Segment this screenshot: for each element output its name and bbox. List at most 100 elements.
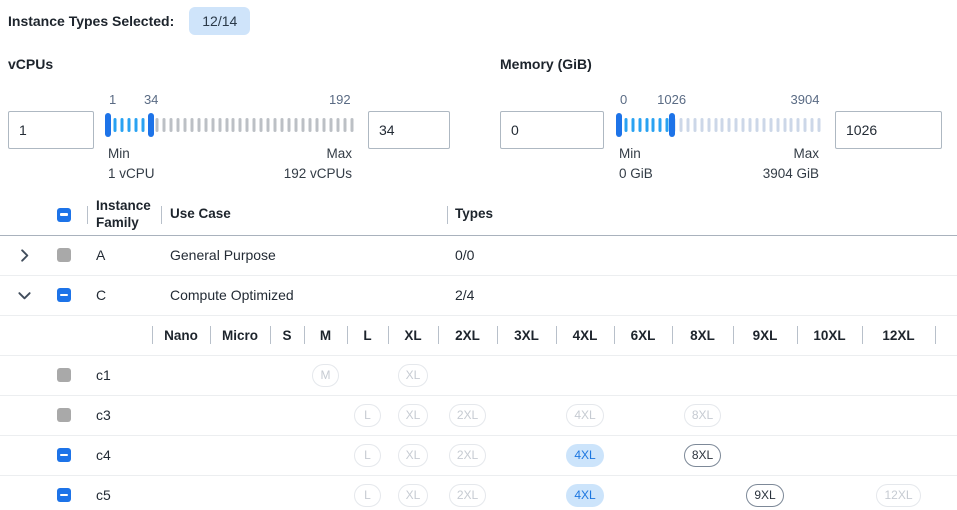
vcpus-filter: vCPUs 1 34 192 Min 1 vCPU [8,56,450,185]
row-checkbox-disabled [57,368,71,382]
slider-handle-high[interactable] [668,113,675,137]
types-header: Types [447,195,957,235]
types-count: 0/0 [455,247,475,263]
column-divider [438,326,439,344]
row-checkbox-indeterminate[interactable] [57,448,71,462]
min-detail: 1 vCPU [108,166,155,182]
slider-handle-high[interactable] [148,113,155,137]
vcpus-max-input[interactable] [368,111,450,149]
size-pill-4xl[interactable]: 4XL [566,443,604,467]
size-pill-9xl[interactable]: 9XL [746,483,784,507]
selection-summary: Instance Types Selected: 12/14 [8,4,949,38]
size-cell-2xl: 2XL [438,476,497,510]
size-cell-micro [210,396,270,435]
chevron-right-icon[interactable] [17,248,32,263]
slider-handle-low[interactable] [616,113,622,137]
row-checkbox-disabled [57,408,71,422]
memory-slider-track[interactable] [616,111,821,139]
vcpus-slider[interactable]: 1 34 192 Min 1 vCPU Max 192 vCPUs [105,92,354,185]
instance-family-name: c4 [96,447,111,463]
size-pill-xl: XL [397,443,429,467]
max-detail: 192 vCPUs [283,166,352,182]
size-column-label: 12XL [882,327,915,343]
filters-row: vCPUs 1 34 192 Min 1 vCPU [8,56,949,185]
select-all-checkbox[interactable] [57,207,71,222]
column-divider [935,326,936,344]
column-divider [87,205,88,224]
size-column-label: S [282,327,292,343]
size-cell-6xl [614,396,672,435]
chevron-down-icon[interactable] [17,288,32,303]
slider-tick [294,118,298,132]
size-column-micro: Micro [210,316,270,355]
vcpus-slider-track[interactable] [105,111,354,139]
memory-max-input[interactable] [835,111,942,149]
slider-tick [252,118,256,132]
scale-max-label: 192 [328,92,351,107]
slider-tick [645,118,649,132]
slider-tick [734,118,738,132]
column-divider [388,326,389,344]
size-pill-4xl[interactable]: 4XL [566,483,604,507]
size-cell-s [270,356,304,395]
slider-tick [686,118,690,132]
size-column-label: L [363,327,372,343]
size-cell-12xl [862,356,935,395]
slider-tick [817,118,821,132]
vcpus-min-input[interactable] [8,111,94,149]
size-pill-8xl[interactable]: 8XL [683,443,722,467]
size-cell-micro [210,436,270,475]
size-cell-10xl [797,476,862,510]
slider-tick [134,118,138,132]
size-column-label: 2XL [455,327,480,343]
size-cell-m [304,476,347,510]
indeterminate-dash-icon [60,493,68,497]
size-cell-s [270,436,304,475]
slider-tick [127,118,131,132]
memory-minmax: Min 0 GiB Max 3904 GiB [619,144,819,185]
size-cell-10xl [797,396,862,435]
memory-min-input[interactable] [500,111,604,149]
slider-tick [273,118,277,132]
size-column-nano: Nano [152,316,210,355]
memory-slider[interactable]: 0 1026 3904 Min 0 GiB Max 3904 GiB [616,92,821,185]
size-column-8xl: 8XL [672,316,733,355]
memory-filter: Memory (GiB) 0 1026 3904 Min 0 GiB [500,56,942,185]
row-checkbox-indeterminate[interactable] [57,488,71,502]
column-divider [614,326,615,344]
slider-tick [727,118,731,132]
size-pill-xl: XL [397,483,429,507]
size-cell-4xl: 4XL [556,436,614,475]
column-divider [862,326,863,344]
slider-handle-low[interactable] [105,113,111,137]
column-divider [733,326,734,344]
size-column-12xl: 12XL [862,316,935,355]
scale-current-label: 34 [143,92,159,107]
size-pill-2xl: 2XL [448,403,487,427]
instance-row-c1: c1 M XL [0,356,957,396]
size-header-row: Nano Micro S M L XL 2XL 3XL 4XL 6XL 8XL 9XL 10XL 12XL [0,316,957,356]
slider-tick [259,118,263,132]
slider-tick [113,118,117,132]
slider-tick [245,118,249,132]
slider-tick [638,118,642,132]
column-divider [497,326,498,344]
instance-row-c3: c3 L XL 2XL 4XL 8XL [0,396,957,436]
min-caption: Min [108,146,130,161]
slider-tick [651,118,655,132]
slider-tick [796,118,800,132]
max-detail: 3904 GiB [762,166,819,182]
instance-table: Instance Family Use Case Types A General … [0,195,957,510]
size-cell-m [304,396,347,435]
row-checkbox-indeterminate[interactable] [57,288,71,302]
slider-tick [190,118,194,132]
slider-tick [231,118,235,132]
column-divider [797,326,798,344]
slider-tick [741,118,745,132]
slider-tick [748,118,752,132]
checkbox-cell [48,408,87,422]
indeterminate-dash-icon [60,453,68,457]
slider-tick [803,118,807,132]
instance-family-name: c5 [96,487,111,503]
slider-tick [720,118,724,132]
